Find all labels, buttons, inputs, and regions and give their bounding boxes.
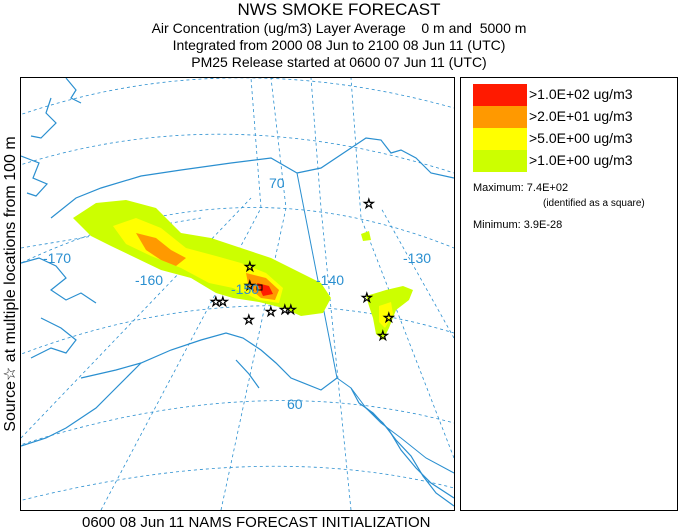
svg-text:☆: ☆ [383,310,395,325]
legend-swatch [473,84,527,106]
legend-label: >2.0E+01 ug/m3 [529,108,633,124]
svg-text:☆: ☆ [285,302,297,317]
latitude-lines [21,78,454,501]
lat-label-60: 60 [287,396,303,412]
maximum-note: (identified as a square) [543,198,645,209]
lon-label-150: -150 [231,281,259,297]
legend-label: >5.0E+00 ug/m3 [529,130,633,146]
svg-text:☆: ☆ [243,312,255,327]
maximum-square [256,284,263,291]
integration-period: Integrated from 2000 08 Jun to 2100 08 J… [172,37,506,53]
lon-label-170: -170 [43,250,71,266]
panhandle-border [336,377,454,474]
legend-swatch [473,128,527,150]
initialization-footer: 0600 08 Jun 11 NAMS FORECAST INITIALIZAT… [82,514,431,531]
release-start: PM25 Release started at 0600 07 Jun 11 (… [191,54,487,70]
legend-swatch [473,150,527,172]
svg-text:☆: ☆ [217,294,229,309]
lon-label-130: -130 [403,250,431,266]
map-canvas: ☆ ☆ ☆ ☆ ☆ ☆ ☆ ☆ ☆ ☆ ☆ ☆ -170 -160 -150 -… [21,78,454,510]
source-markers: ☆ ☆ ☆ ☆ ☆ ☆ ☆ ☆ ☆ ☆ ☆ ☆ [210,196,396,344]
svg-text:☆: ☆ [363,196,375,211]
forecast-title: NWS SMOKE FORECAST [237,0,441,19]
concentration-description: Air Concentration (ug/m3) Layer Average … [151,20,527,36]
svg-text:☆: ☆ [210,294,222,309]
lon-label-160: -160 [135,272,163,288]
svg-text:☆: ☆ [244,278,256,293]
legend-panel: >1.0E+02 ug/m3 >2.0E+01 ug/m3 >5.0E+00 u… [460,77,678,511]
source-side-label: Source☆ at multiple locations from 100 m [2,136,19,432]
svg-text:☆: ☆ [244,259,256,274]
coastline [21,78,454,507]
lon-label-140: -140 [316,272,344,288]
legend-swatch [473,106,527,128]
svg-text:☆: ☆ [265,304,277,319]
plume-small-patch [361,231,371,241]
legend-label: >1.0E+02 ug/m3 [529,86,633,102]
graticule-labels: -170 -160 -150 -140 -130 70 60 [43,175,431,412]
us-canada-border [296,172,338,379]
plume-level-4-central [257,283,273,296]
plume-level-3-west [136,233,186,266]
smoke-plumes [73,200,413,340]
legend-label: >1.0E+00 ug/m3 [529,152,633,168]
smoke-map: ☆ ☆ ☆ ☆ ☆ ☆ ☆ ☆ ☆ ☆ ☆ ☆ -170 -160 -150 -… [20,77,455,511]
maximum-value: Maximum: 7.4E+02 [473,182,569,194]
lat-label-70: 70 [269,175,285,191]
plume-southeast-core [379,302,393,328]
svg-text:☆: ☆ [279,302,291,317]
minimum-value: Minimum: 3.9E-28 [473,219,563,231]
svg-text:☆: ☆ [377,328,389,343]
svg-text:☆: ☆ [361,290,373,305]
